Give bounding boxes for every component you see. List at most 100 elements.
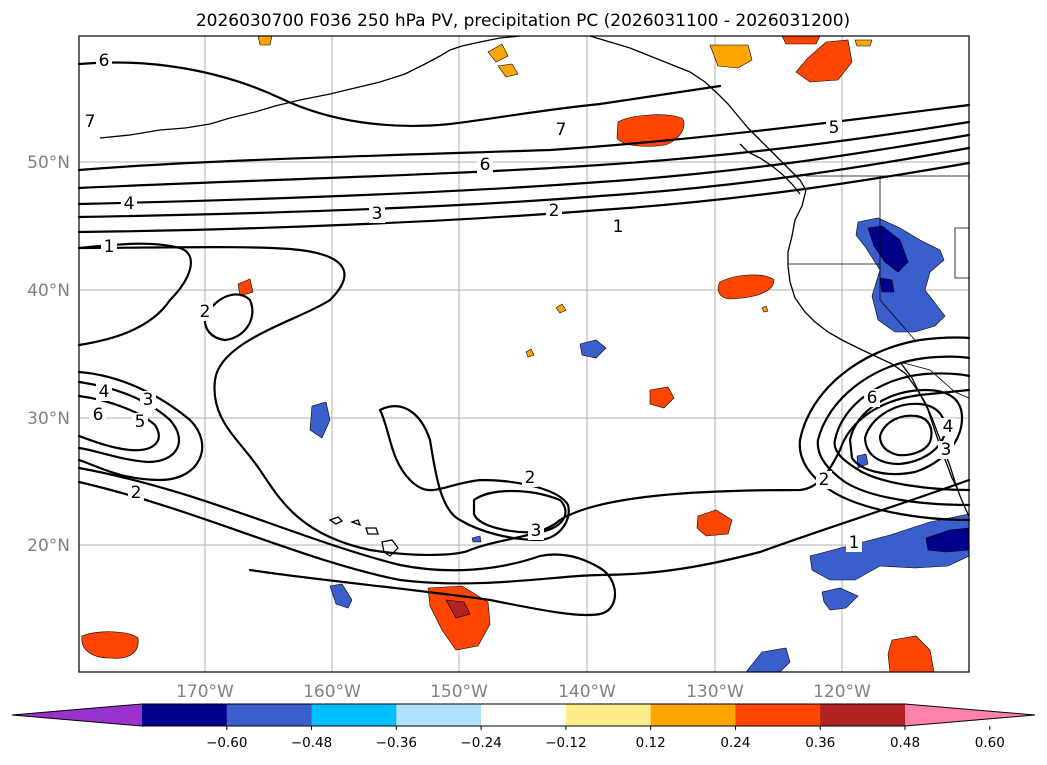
lon-label: 150°W (430, 682, 488, 702)
colorbar: −0.60 −0.48 −0.36 −0.24 −0.12 0.12 0.24 0.36 0.4… (11, 703, 1036, 751)
precip-positive-blob (427, 585, 491, 651)
map-frame (78, 35, 970, 673)
lon-label: 120°W (813, 682, 871, 702)
lat-label: 50°N (27, 153, 70, 173)
colorbar-segment (396, 704, 482, 726)
border-us-mexico (899, 361, 970, 399)
pv-contour (77, 370, 204, 482)
coastline-alaska-north (461, 35, 521, 47)
precip-negative-blob (809, 513, 970, 581)
precip-positive-blob (649, 386, 675, 409)
pv-contour (77, 103, 971, 172)
precip-positive-blob (257, 35, 273, 46)
pv-contour (77, 133, 971, 206)
precip-negative-blob (329, 583, 353, 609)
precip-positive-blob (525, 348, 535, 358)
colorbar-segment (481, 704, 567, 726)
precip-shading (81, 35, 970, 673)
contour-label: 2 (549, 201, 560, 221)
coastline-alaska (99, 45, 463, 139)
contour-label: 2 (200, 302, 211, 322)
colorbar-tick-label: −0.60 (206, 735, 247, 751)
colorbar-tick-label: −0.12 (545, 735, 586, 751)
colorbar-segment (735, 704, 821, 726)
lat-label: 20°N (27, 536, 70, 556)
colorbar-extend-max (905, 704, 1035, 726)
precip-positive-blob (854, 39, 873, 47)
precip-negative-blob (879, 277, 895, 293)
contour-label: 3 (143, 390, 154, 410)
pv-contour (77, 242, 192, 347)
contour-label: 7 (556, 120, 567, 140)
lon-label: 160°W (303, 682, 361, 702)
precip-positive-blob (487, 43, 509, 63)
lat-labels: 50°N 40°N 30°N 20°N (27, 153, 70, 556)
pv-contour (848, 388, 964, 476)
lon-labels: 170°W 160°W 150°W 140°W 130°W 120°W (176, 682, 871, 702)
coastline-us-west (787, 189, 970, 517)
contour-label: 5 (135, 412, 146, 432)
colorbar-tick-label: 0.24 (720, 735, 750, 751)
precip-positive-blob (445, 599, 471, 619)
coastline-hawaii (328, 516, 399, 557)
colorbar-segment (226, 704, 313, 726)
pv-contour (472, 489, 567, 534)
contour-label: 1 (849, 533, 860, 553)
contour-label: 1 (104, 237, 115, 257)
colorbar-tick-label: 0.60 (975, 735, 1005, 751)
colorbar-segment (820, 704, 906, 726)
colorbar-tick-label: 0.48 (890, 735, 920, 751)
colorbar-tick-label: −0.24 (460, 735, 501, 751)
pv-contour (77, 246, 971, 557)
contour-label: 3 (941, 440, 952, 460)
lon-label: 130°W (686, 682, 744, 702)
colorbar-segment (565, 704, 652, 726)
precip-positive-blob (709, 44, 753, 69)
precip-positive-blob (237, 278, 254, 297)
contour-label: 2 (131, 483, 142, 503)
precip-negative-blob (309, 401, 331, 439)
contour-label: 4 (99, 382, 110, 402)
lon-label: 170°W (176, 682, 234, 702)
pv-contour (878, 414, 933, 457)
contour-label: 7 (85, 112, 96, 132)
colorbar-tick-label: 0.36 (805, 735, 835, 751)
precip-negative-blob (579, 339, 607, 359)
contour-label: 3 (372, 204, 383, 224)
pv-contours (77, 61, 971, 617)
contour-label: 4 (124, 194, 135, 214)
precip-negative-blob (471, 535, 482, 543)
contour-label: 6 (867, 388, 878, 408)
contour-label: 3 (531, 521, 542, 541)
pv-contour (77, 61, 722, 128)
contour-label: 1 (613, 217, 624, 237)
pv-contour (77, 120, 971, 190)
lat-label: 40°N (27, 281, 70, 301)
precip-positive-blob (696, 509, 733, 537)
precip-positive-blob (497, 63, 519, 78)
pv-contour (816, 355, 971, 507)
coastline-baja (899, 361, 959, 491)
pv-contour (798, 336, 971, 522)
precip-positive-blob (616, 114, 685, 147)
precip-negative-blob (821, 587, 859, 611)
pv-contour (77, 466, 616, 617)
colorbar-segment (142, 704, 228, 726)
contour-label: 2 (819, 470, 830, 490)
lat-label: 30°N (27, 409, 70, 429)
map-title: 2026030700 F036 250 hPa PV, precipitatio… (196, 11, 850, 31)
contour-label: 6 (480, 155, 491, 175)
contour-label: 6 (99, 51, 110, 71)
contour-label: 5 (829, 118, 840, 138)
colorbar-tick-label: 0.12 (636, 735, 666, 751)
contour-label: 4 (943, 417, 954, 437)
pv-contour (378, 405, 570, 542)
pv-contour (77, 478, 971, 585)
colorbar-tick-label: −0.48 (291, 735, 332, 751)
colorbar-segment (311, 704, 397, 726)
colorbar-tick-label: −0.36 (376, 735, 417, 751)
precip-positive-blob (717, 274, 775, 300)
precip-positive-blob (761, 305, 769, 313)
contour-labels: 6 7 7 6 5 4 3 2 1 1 2 4 3 6 (82, 51, 956, 553)
